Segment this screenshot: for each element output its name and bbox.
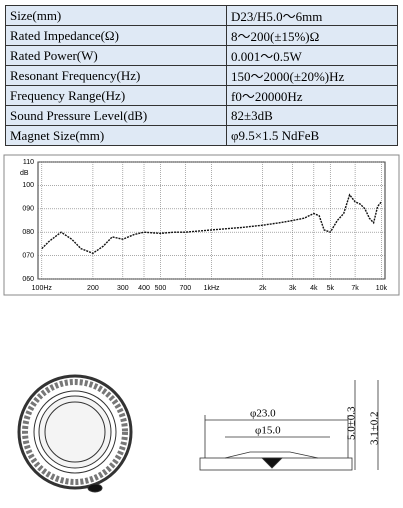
y-tick-label: 070 <box>22 252 34 259</box>
spec-label: Rated Power(W) <box>5 45 227 66</box>
side-view <box>199 380 379 471</box>
y-tick-label: 100 <box>22 182 34 189</box>
table-row: Sound Pressure Level(dB) 82±3dB <box>5 105 398 126</box>
x-tick-label: 7k <box>351 285 359 292</box>
x-tick-label: 300 <box>117 285 129 292</box>
x-tick-label: 1kHz <box>204 285 220 292</box>
spec-table: Size(mm) D23/H5.0～6mm Rated Impedance(Ω) 8～… <box>5 5 398 146</box>
spec-label: Frequency Range(Hz) <box>5 85 227 106</box>
x-tick-label: 4k <box>310 285 318 292</box>
x-tick-label: 400 <box>138 285 150 292</box>
chart-frame <box>3 154 400 296</box>
table-row: Magnet Size(mm) φ9.5×1.5 NdFeB <box>5 125 398 146</box>
dimension-label: 3.1±0.2 <box>369 411 381 445</box>
x-tick-label: 100Hz <box>32 285 53 292</box>
y-tick-label: 080 <box>22 229 34 236</box>
x-tick-label: 700 <box>179 285 191 292</box>
spec-value: 0.001～0.5W <box>226 45 398 66</box>
x-tick-label: 200 <box>87 285 99 292</box>
x-tick-label: 3k <box>289 285 297 292</box>
y-tick-label: 060 <box>22 276 34 283</box>
x-tick-label: 10k <box>376 285 388 292</box>
table-row: Rated Power(W) 0.001～0.5W <box>5 45 398 66</box>
table-row: Frequency Range(Hz) f0～20000Hz <box>5 85 398 106</box>
x-tick-label: 500 <box>155 285 167 292</box>
spec-label: Size(mm) <box>5 5 227 26</box>
dimension-label: φ15.0 <box>255 425 281 437</box>
table-row: Rated Impedance(Ω) 8～200(±15%)Ω <box>5 25 398 46</box>
spec-label: Rated Impedance(Ω) <box>5 25 227 46</box>
spec-value: D23/H5.0～6mm <box>226 5 398 26</box>
table-row: Size(mm) D23/H5.0～6mm <box>5 5 398 26</box>
x-tick-label: 2k <box>259 285 267 292</box>
dimension-label: φ23.0 <box>250 408 276 420</box>
front-view <box>17 374 133 493</box>
x-tick-label: 5k <box>327 285 335 292</box>
spec-value: φ9.5×1.5 NdFeB <box>226 125 398 146</box>
y-tick-label: 110 <box>23 159 34 166</box>
y-tick-label: 090 <box>22 206 34 213</box>
dimension-label: 5.0±0.3 <box>346 406 358 440</box>
spec-label: Sound Pressure Level(dB) <box>5 105 227 126</box>
spec-label: Magnet Size(mm) <box>5 125 227 146</box>
response-curve <box>41 193 382 255</box>
y-axis-label: dB <box>20 170 29 177</box>
spec-label: Resonant Frequency(Hz) <box>5 65 227 86</box>
